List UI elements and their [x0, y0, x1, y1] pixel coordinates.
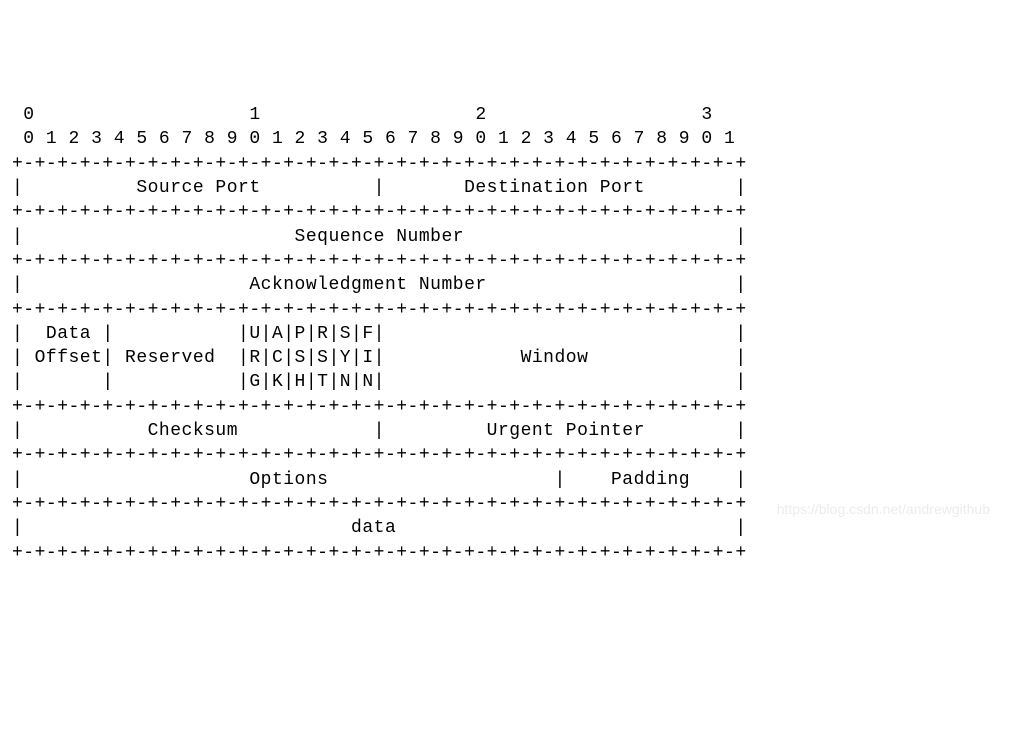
bit-ruler-units: 0 1 2 3 4 5 6 7 8 9 0 1 2 3 4 5 6 7 8 9 …: [12, 129, 735, 149]
row-ack-number: | Acknowledgment Number |: [12, 275, 747, 295]
row-data: | data |: [12, 518, 747, 538]
row-border: +-+-+-+-+-+-+-+-+-+-+-+-+-+-+-+-+-+-+-+-…: [12, 397, 747, 417]
row-flags-line3: | | |G|K|H|T|N|N| |: [12, 372, 747, 392]
row-flags-line1: | Data | |U|A|P|R|S|F| |: [12, 324, 747, 344]
row-border: +-+-+-+-+-+-+-+-+-+-+-+-+-+-+-+-+-+-+-+-…: [12, 154, 747, 174]
row-border: +-+-+-+-+-+-+-+-+-+-+-+-+-+-+-+-+-+-+-+-…: [12, 494, 747, 514]
tcp-header-diagram: 0 1 2 3 0 1 2 3 4 5 6 7 8 9 0 1 2 3 4 5 …: [12, 103, 1006, 565]
row-border: +-+-+-+-+-+-+-+-+-+-+-+-+-+-+-+-+-+-+-+-…: [12, 202, 747, 222]
row-border: +-+-+-+-+-+-+-+-+-+-+-+-+-+-+-+-+-+-+-+-…: [12, 300, 747, 320]
row-border: +-+-+-+-+-+-+-+-+-+-+-+-+-+-+-+-+-+-+-+-…: [12, 251, 747, 271]
row-flags-line2: | Offset| Reserved |R|C|S|S|Y|I| Window …: [12, 348, 747, 368]
row-options-padding: | Options | Padding |: [12, 470, 747, 490]
bit-ruler-tens: 0 1 2 3: [12, 105, 713, 125]
row-sequence-number: | Sequence Number |: [12, 227, 747, 247]
row-border: +-+-+-+-+-+-+-+-+-+-+-+-+-+-+-+-+-+-+-+-…: [12, 543, 747, 563]
row-checksum-urgent: | Checksum | Urgent Pointer |: [12, 421, 747, 441]
row-border: +-+-+-+-+-+-+-+-+-+-+-+-+-+-+-+-+-+-+-+-…: [12, 445, 747, 465]
row-source-dest-port: | Source Port | Destination Port |: [12, 178, 747, 198]
